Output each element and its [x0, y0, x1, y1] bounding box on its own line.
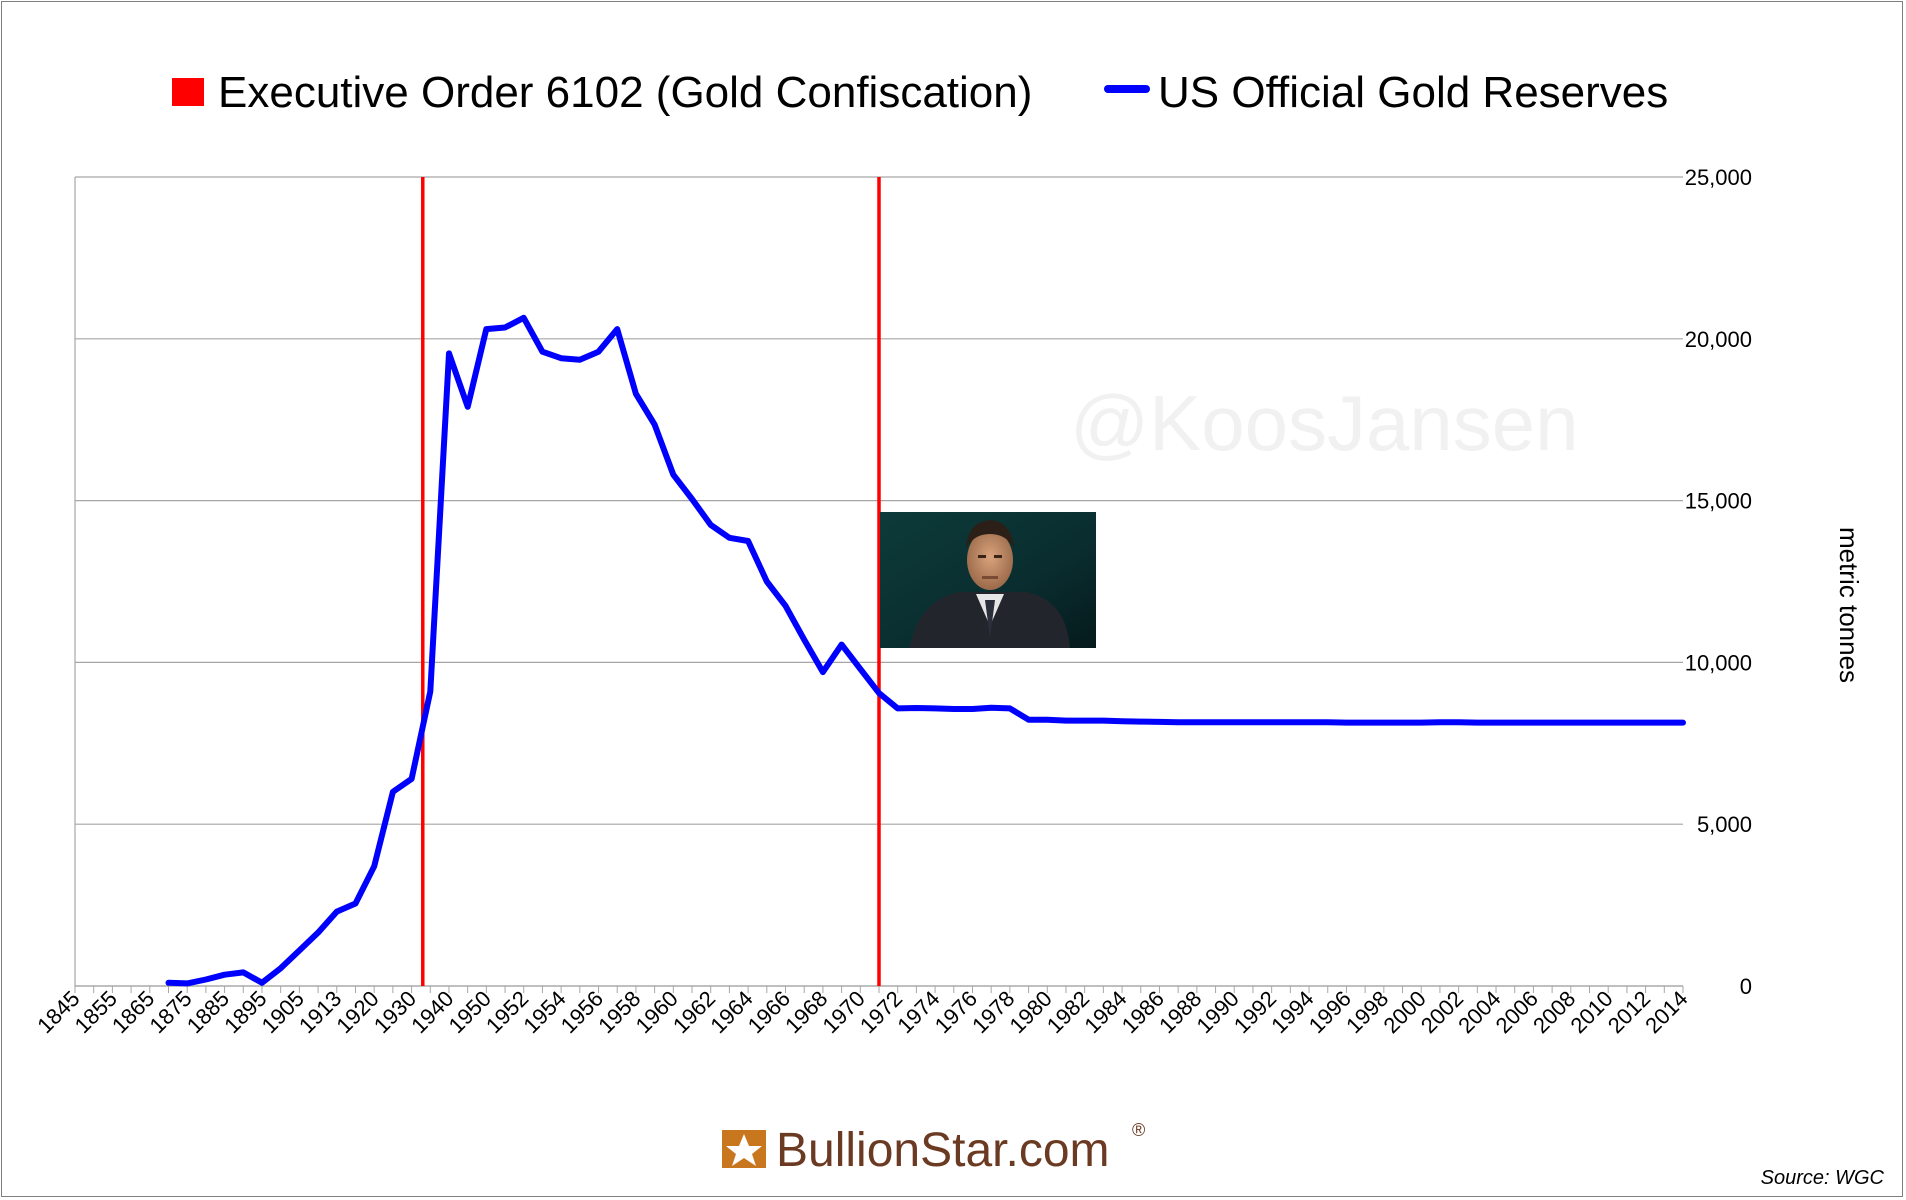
x-tick-label: 1972	[855, 986, 907, 1038]
watermark: @KoosJansen	[1070, 379, 1579, 467]
series-line-us-official-gold-reserves	[165, 314, 1686, 987]
x-tick-label: 1895	[219, 986, 271, 1038]
logo-text: BullionStar.com	[776, 1124, 1110, 1177]
x-tick-label: 1940	[406, 986, 458, 1038]
x-tick-label: 1982	[1042, 986, 1094, 1038]
x-tick-label: 1950	[444, 986, 496, 1038]
x-tick-label: 1845	[32, 986, 84, 1038]
legend-swatch-confiscation	[172, 78, 204, 106]
x-tick-label: 1960	[631, 986, 683, 1038]
x-tick-label: 2004	[1453, 986, 1505, 1038]
x-tick-label: 1986	[1117, 986, 1169, 1038]
x-tick-label: 1990	[1191, 986, 1243, 1038]
x-tick-label: 1952	[481, 986, 533, 1038]
x-tick-label: 2014	[1640, 986, 1692, 1038]
x-tick-label: 1962	[668, 986, 720, 1038]
event-markers	[421, 177, 881, 986]
y-tick-label: 10,000	[1685, 650, 1752, 675]
source-note: Source: WGC	[1761, 1167, 1885, 1189]
x-tick-label: 1988	[1154, 986, 1206, 1038]
x-tick-label: 1905	[257, 986, 309, 1038]
x-tick-label: 2012	[1603, 986, 1655, 1038]
y-tick-label: 0	[1740, 974, 1752, 999]
x-tick-label: 2000	[1378, 986, 1430, 1038]
x-axis: 1845185518651875188518951905191319201930…	[32, 177, 1693, 1038]
nixon-photo	[880, 512, 1096, 648]
x-tick-label: 1964	[705, 986, 757, 1038]
x-tick-label: 1978	[967, 986, 1019, 1038]
x-tick-label: 1998	[1341, 986, 1393, 1038]
x-tick-label: 1996	[1304, 986, 1356, 1038]
x-tick-label: 1968	[780, 986, 832, 1038]
bullionstar-logo-icon	[722, 1130, 766, 1168]
y-tick-label: 5,000	[1697, 812, 1752, 837]
x-tick-label: 1974	[892, 986, 944, 1038]
x-tick-label: 1980	[1005, 986, 1057, 1038]
registered-mark: ®	[1132, 1120, 1145, 1140]
x-tick-label: 1984	[1079, 986, 1131, 1038]
legend-label-reserves: US Official Gold Reserves	[1158, 68, 1668, 117]
x-tick-label: 1920	[331, 986, 383, 1038]
x-tick-label: 2010	[1565, 986, 1617, 1038]
y-tick-label: 20,000	[1685, 327, 1752, 352]
series-layer	[165, 314, 1686, 987]
y-tick-label: 15,000	[1685, 489, 1752, 514]
x-tick-label: 1994	[1266, 986, 1318, 1038]
x-tick-label: 1865	[107, 986, 159, 1038]
legend-label-confiscation: Executive Order 6102 (Gold Confiscation)	[218, 68, 1032, 117]
y-tick-label: 25,000	[1685, 165, 1752, 190]
x-tick-label: 1954	[518, 986, 570, 1038]
x-tick-label: 2006	[1491, 986, 1543, 1038]
x-tick-label: 1885	[182, 986, 234, 1038]
x-tick-label: 1913	[294, 986, 346, 1038]
y-axis-label: metric tonnes	[1834, 527, 1864, 683]
x-tick-label: 1976	[930, 986, 982, 1038]
x-tick-label: 1956	[556, 986, 608, 1038]
y-axis: 0 5,000 10,000 15,000 20,000 25,000	[1685, 165, 1752, 999]
x-tick-label: 1958	[593, 986, 645, 1038]
x-tick-label: 1875	[144, 986, 196, 1038]
x-tick-label: 1855	[70, 986, 122, 1038]
bullionstar-logo: BullionStar.com ®	[722, 1120, 1145, 1177]
x-tick-label: 2008	[1528, 986, 1580, 1038]
x-tick-label: 1992	[1229, 986, 1281, 1038]
x-tick-label: 1966	[743, 986, 795, 1038]
x-tick-label: 2002	[1416, 986, 1468, 1038]
x-tick-label: 1930	[369, 986, 421, 1038]
legend: Executive Order 6102 (Gold Confiscation)…	[172, 68, 1668, 117]
x-tick-label: 1970	[818, 986, 870, 1038]
